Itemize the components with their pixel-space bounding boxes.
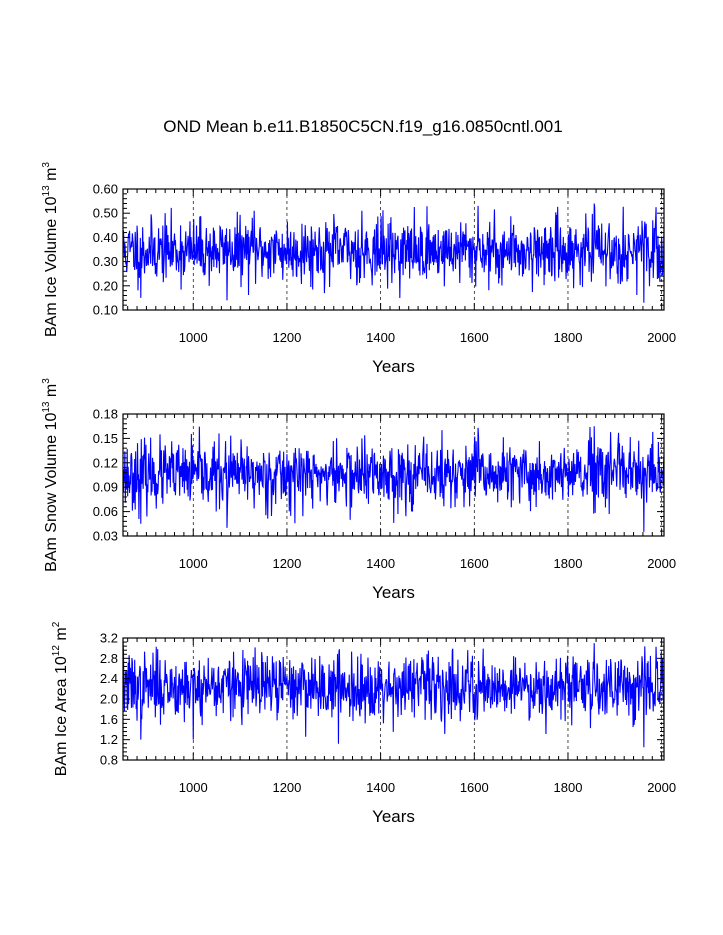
y-axis-label-unit-exp: 3 [41,378,52,384]
x-tick-label: 2000 [647,780,676,795]
x-axis-label: Years [372,583,415,602]
y-tick-label: 0.8 [100,753,118,768]
x-tick-label: 1400 [366,330,395,345]
y-tick-label: 3.2 [100,631,118,646]
y-tick-label: 0.06 [93,504,118,519]
y-axis-label: BAm Ice Volume 1013 m3 [41,162,60,337]
x-tick-label: 1600 [460,780,489,795]
x-tick-label: 1800 [554,330,583,345]
x-tick-label: 1600 [460,330,489,345]
y-tick-label: 0.03 [93,529,118,544]
x-tick-label: 1200 [272,330,301,345]
y-axis-label-exp: 12 [51,645,62,657]
y-axis-label-unit-exp: 2 [51,621,62,627]
x-axis-label: Years [372,357,415,376]
y-tick-label: 0.60 [93,182,118,197]
y-axis-label-prefix: BAm Snow Volume 10 [43,413,60,572]
x-tick-label: 1200 [272,556,301,571]
x-tick-label: 1800 [554,780,583,795]
y-tick-label: 0.15 [93,431,118,446]
y-axis-label-exp: 13 [41,401,52,413]
x-tick-label: 1200 [272,780,301,795]
y-tick-label: 0.12 [93,455,118,470]
y-axis-label-unit: m [53,627,70,645]
chart-panel-1: 1000 1200 1400 1600 1800 2000 0.10 0.20 0.30 0.40… [41,162,676,376]
series-line-bam-ice-area [122,640,665,748]
y-tick-label: 0.40 [93,230,118,245]
y-tick-label: 2.0 [100,692,118,707]
x-tick-label: 1000 [179,330,208,345]
x-tick-label: 1400 [366,780,395,795]
y-axis-label-exp: 13 [41,185,52,197]
x-axis-label: Years [372,807,415,826]
y-tick-label: 0.10 [93,303,118,318]
y-tick-label: 0.30 [93,254,118,269]
y-tick-label: 0.09 [93,480,118,495]
x-tick-label: 1600 [460,556,489,571]
y-tick-label: 2.4 [100,671,118,686]
y-tick-label: 0.20 [93,278,118,293]
plot-frame [122,413,665,537]
chart-panel-3: 1000 1200 1400 1600 1800 2000 0.8 1.2 1.6 2.0 2.4 2… [51,621,676,826]
x-tick-label: 1800 [554,556,583,571]
y-axis-label-unit: m [43,384,60,402]
y-axis-label-unit-exp: 3 [41,162,52,168]
y-axis-label: BAm Ice Area 1012 m2 [51,621,70,776]
y-tick-label: 0.18 [93,407,118,422]
x-tick-label: 2000 [647,330,676,345]
x-tick-label: 1000 [179,780,208,795]
plot-frame [122,188,665,311]
x-tick-label: 1000 [179,556,208,571]
y-axis-label: BAm Snow Volume 1013 m3 [41,378,60,572]
y-axis-label-prefix: BAm Ice Area 10 [53,656,70,776]
y-tick-label: 0.50 [93,206,118,221]
y-tick-label: 1.2 [100,732,118,747]
chart-panel-2: 1000 1200 1400 1600 1800 2000 0.03 0.06 0.09 0.12… [41,378,676,602]
figure-title: OND Mean b.e11.B1850C5CN.f19_g16.0850cnt… [163,117,562,136]
y-axis-label-prefix: BAm Ice Volume 10 [43,196,60,337]
y-tick-label: 2.8 [100,651,118,666]
x-tick-label: 1400 [366,556,395,571]
y-tick-label: 1.6 [100,712,118,727]
x-tick-label: 2000 [647,556,676,571]
series-line-bam-ice-volume [122,203,665,303]
series-line-bam-snow-volume [122,426,665,532]
y-axis-label-unit: m [43,168,60,186]
